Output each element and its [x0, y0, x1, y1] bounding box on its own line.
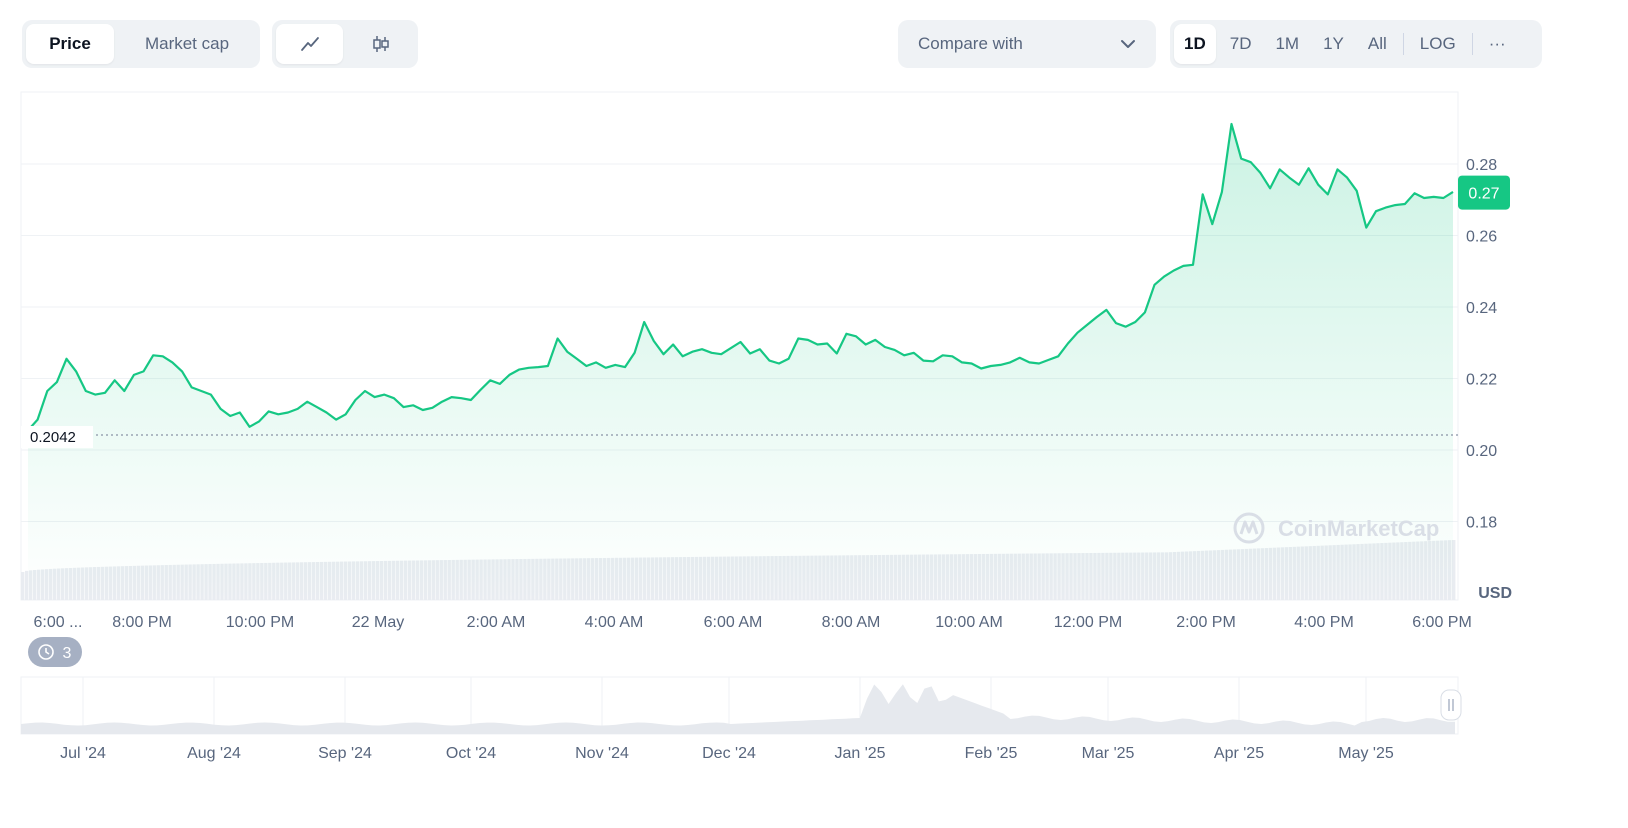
month-label: May '25 — [1338, 745, 1394, 762]
chart-style-toggle — [272, 20, 418, 68]
x-tick-label: 6:00 AM — [704, 614, 763, 631]
history-icon-hands — [45, 648, 50, 655]
month-label: Jan '25 — [834, 745, 885, 762]
range-1d-tab[interactable]: 1D — [1174, 24, 1216, 64]
month-label: Sep '24 — [318, 745, 372, 762]
chart-type-toggle: Price Market cap — [22, 20, 260, 68]
x-tick-label: 10:00 PM — [226, 614, 294, 631]
x-tick-label: 12:00 PM — [1054, 614, 1122, 631]
candlestick-icon — [372, 36, 389, 52]
range-all-tab[interactable]: All — [1367, 34, 1387, 53]
candlestick-button[interactable] — [347, 24, 414, 64]
price-area-fill — [28, 124, 1453, 600]
range-1y-tab[interactable]: 1Y — [1323, 34, 1344, 53]
y-tick-label: 0.28 — [1466, 157, 1497, 174]
x-tick-label: 4:00 AM — [585, 614, 644, 631]
currency-label: USD — [1478, 585, 1512, 602]
y-tick-label: 0.24 — [1466, 300, 1497, 317]
range-1m-tab[interactable]: 1M — [1275, 34, 1300, 53]
current-price-tag — [1458, 175, 1510, 210]
month-label: Oct '24 — [446, 745, 496, 762]
divider — [1471, 33, 1473, 55]
cmc-logo-icon — [1233, 512, 1265, 544]
watermark-text: CoinMarketCap — [1278, 516, 1439, 541]
month-label: Dec '24 — [702, 745, 756, 762]
month-label: Mar '25 — [1082, 745, 1135, 762]
open-price-label: 0.2042 — [30, 429, 76, 446]
market-cap-tab[interactable]: Market cap — [144, 34, 230, 53]
history-badge[interactable] — [28, 637, 82, 667]
month-label: Apr '25 — [1214, 745, 1264, 762]
more-options-button[interactable]: ··· — [1488, 34, 1506, 53]
open-price-label-bg — [21, 425, 93, 448]
log-scale-toggle[interactable]: LOG — [1419, 34, 1456, 53]
cmc-logo-mark — [1239, 520, 1259, 535]
compare-with-label: Compare with — [918, 34, 1023, 53]
x-tick-label: 4:00 PM — [1294, 614, 1354, 631]
month-label: Feb '25 — [965, 745, 1018, 762]
price-line — [27, 122, 1454, 432]
x-tick-label: 6:00 PM — [1412, 614, 1472, 631]
volume-bar — [21, 572, 25, 600]
navigator-area — [21, 684, 1455, 734]
x-tick-label: 8:00 AM — [822, 614, 881, 631]
month-label: Aug '24 — [187, 745, 241, 762]
range-7d-tab[interactable]: 7D — [1229, 34, 1252, 53]
price-tab[interactable]: Price — [26, 24, 114, 64]
x-tick-label: 2:00 AM — [467, 614, 526, 631]
current-price-value: 0.27 — [1468, 186, 1499, 203]
y-tick-label: 0.26 — [1466, 229, 1497, 246]
divider — [1402, 33, 1404, 55]
navigator-handle[interactable] — [1440, 689, 1462, 721]
line-chart-button[interactable] — [276, 24, 343, 64]
history-icon — [38, 644, 54, 660]
chevron-down-icon — [1121, 40, 1135, 48]
volume-bar — [24, 570, 29, 600]
x-tick-label: 22 May — [352, 614, 404, 631]
volume-bar — [1452, 540, 1456, 600]
y-tick-label: 0.18 — [1466, 515, 1497, 532]
history-count: 3 — [63, 645, 72, 662]
y-tick-label: 0.22 — [1466, 372, 1497, 389]
line-chart-icon — [300, 37, 319, 51]
x-tick-label: 6:00 ... — [34, 614, 83, 631]
time-range-toggle: 1D 7D 1M 1Y All LOG ··· — [1170, 20, 1542, 68]
compare-with-dropdown[interactable]: Compare with — [898, 20, 1156, 68]
x-tick-label: 2:00 PM — [1176, 614, 1236, 631]
coinmarketcap-watermark: CoinMarketCap — [1233, 512, 1439, 544]
month-label: Jul '24 — [60, 745, 106, 762]
month-label: Nov '24 — [575, 745, 629, 762]
x-tick-label: 8:00 PM — [112, 614, 172, 631]
y-tick-label: 0.20 — [1466, 443, 1497, 460]
x-tick-label: 10:00 AM — [935, 614, 1003, 631]
